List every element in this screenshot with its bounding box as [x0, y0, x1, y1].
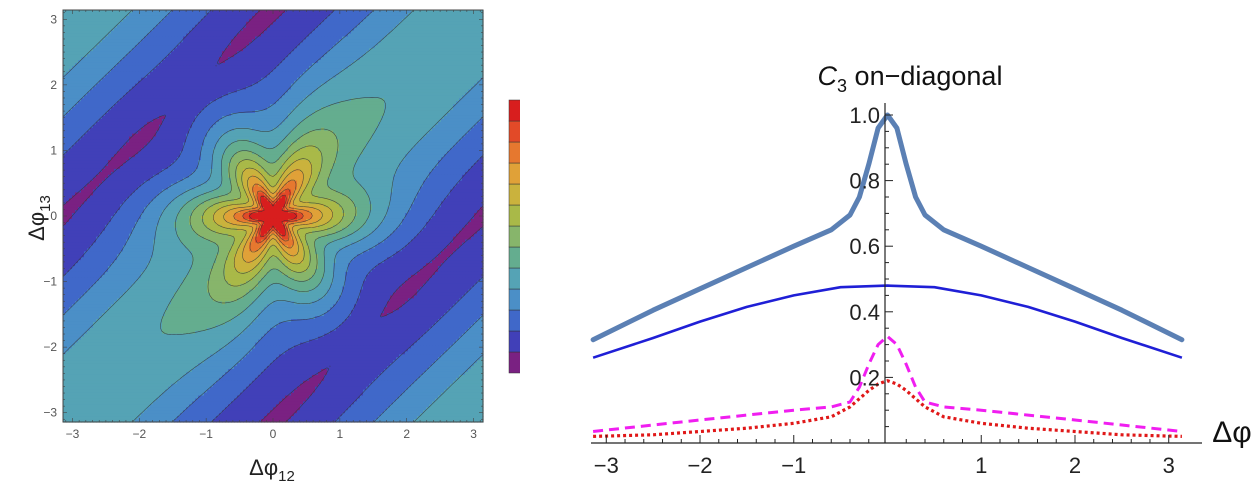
- x-tick-label: 3: [1163, 453, 1175, 478]
- colorbar-band: [508, 351, 520, 374]
- colorbar-band: [508, 183, 520, 206]
- colorbar-band: [508, 120, 520, 143]
- colorbar-band: [508, 99, 520, 122]
- x-axis-label: Δφ12: [249, 455, 295, 485]
- colorbar-band: [508, 267, 520, 290]
- axes: −3 −2 −1 1 2 3 0.2 0.4 0.6 0.8 1.0: [591, 103, 1202, 478]
- y-tick-label: 0: [50, 209, 57, 223]
- y-tick-label: −1: [43, 275, 57, 289]
- x-tick-label: 1: [337, 427, 344, 441]
- y-tick-label: −2: [43, 340, 57, 354]
- y-axis-label: Δφ13: [24, 195, 54, 241]
- series-line-1: [590, 112, 1185, 343]
- colorbar-band: [508, 309, 520, 332]
- chart-title: C3 on−diagonal: [818, 61, 1003, 96]
- x-tick-label: 1: [975, 453, 987, 478]
- colorbar-band: [508, 246, 520, 269]
- x-tick-label: −1: [199, 427, 213, 441]
- colorbar: 0.2720.4080.5440.6800.8160.952: [508, 99, 520, 374]
- y-tick-label: 0.4: [849, 300, 880, 325]
- contour-line: [62, 9, 484, 423]
- x-axis-label: Δφ: [1212, 416, 1252, 449]
- colorbar-band: [508, 162, 520, 185]
- contour-lines: [62, 9, 484, 423]
- y-tick-label: 0.2: [849, 365, 880, 390]
- colorbar-band: [508, 225, 520, 248]
- colorbar-band: [508, 141, 520, 164]
- colorbar-band: [508, 288, 520, 311]
- plot-ticks: −3 −2 −1 0 1 2 3 −3 −2 −1 0 1 2 3: [43, 10, 483, 441]
- y-tick-label: 0.8: [849, 169, 880, 194]
- x-tick-label: −3: [594, 453, 619, 478]
- x-tick-label: −2: [687, 453, 712, 478]
- colorbar-band: [508, 204, 520, 227]
- series-line-3: [592, 334, 1183, 433]
- line-chart: C3 on−diagonal −3 −2 −1 1 2 30.20.40.60.81.0 …: [590, 61, 1252, 478]
- x-tick-label: 2: [1069, 453, 1081, 478]
- x-tick-label: −3: [66, 427, 80, 441]
- x-tick-label: 0: [270, 427, 277, 441]
- series-line-4: [593, 379, 1182, 438]
- colorbar-band: [508, 330, 520, 353]
- x-tick-label: −1: [781, 453, 806, 478]
- x-tick-label: −2: [132, 427, 146, 441]
- y-tick-label: −3: [43, 406, 57, 420]
- y-tick-label: 1: [50, 143, 57, 157]
- contour-bands: [63, 10, 484, 423]
- y-tick-label: 2: [50, 78, 57, 92]
- series-lines: [590, 112, 1185, 438]
- x-tick-label: 3: [470, 427, 477, 441]
- y-tick-label: 1.0: [849, 103, 880, 128]
- series-line-2: [592, 284, 1183, 359]
- y-tick-label: 3: [50, 12, 57, 26]
- x-tick-label: 2: [403, 427, 410, 441]
- y-tick-label: 0.6: [849, 234, 880, 259]
- contour-plot: −3 −2 −1 0 1 2 3 −3 −2 −1 0 1 2 3 Δφ12 Δφ13 0.2720.40…: [24, 9, 520, 485]
